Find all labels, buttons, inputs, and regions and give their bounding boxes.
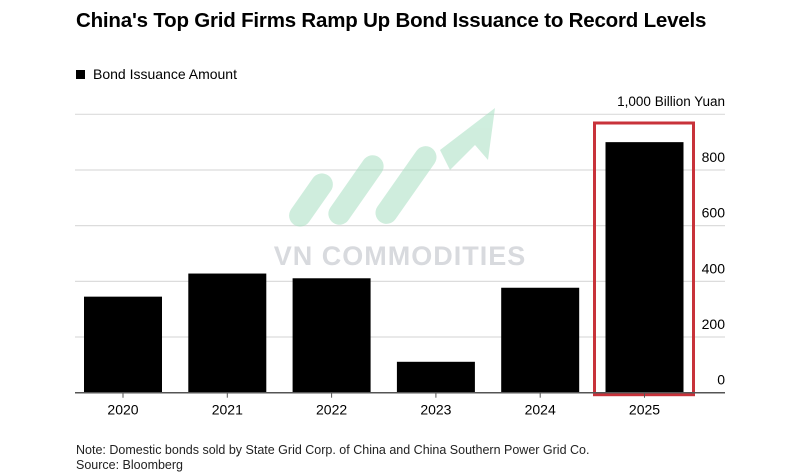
legend-label: Bond Issuance Amount <box>93 66 237 82</box>
x-tick-label: 2023 <box>420 402 451 418</box>
bar-2020 <box>84 296 162 393</box>
watermark-text: VN COMMODITIES <box>274 241 527 271</box>
bar-2023 <box>396 361 475 393</box>
legend-swatch <box>76 69 85 79</box>
y-tick-label: 400 <box>702 260 726 276</box>
y-tick-label: 800 <box>702 149 726 165</box>
note-text: Note: Domestic bonds sold by State Grid … <box>76 443 590 457</box>
bar-2021 <box>188 273 267 393</box>
y-axis-unit-label: 1,000 Billion Yuan <box>617 94 725 109</box>
bar-2025 <box>605 142 684 393</box>
x-tick-label: 2020 <box>107 402 138 418</box>
chart-note: Note: Domestic bonds sold by State Grid … <box>76 443 589 473</box>
bar-2024 <box>501 287 580 393</box>
y-tick-label: 200 <box>702 316 726 332</box>
y-tick-label: 600 <box>702 205 726 221</box>
bar-2022 <box>292 278 371 393</box>
legend: Bond Issuance Amount <box>76 66 237 82</box>
chart-title: China's Top Grid Firms Ramp Up Bond Issu… <box>76 9 707 32</box>
x-tick-label: 2024 <box>525 402 556 418</box>
x-tick-label: 2025 <box>629 402 660 418</box>
watermark-logo-icon <box>289 108 495 227</box>
x-tick-label: 2021 <box>212 402 243 418</box>
x-tick-label: 2022 <box>316 402 347 418</box>
watermark: VN COMMODITIES <box>274 108 527 271</box>
y-tick-label: 0 <box>717 372 725 388</box>
